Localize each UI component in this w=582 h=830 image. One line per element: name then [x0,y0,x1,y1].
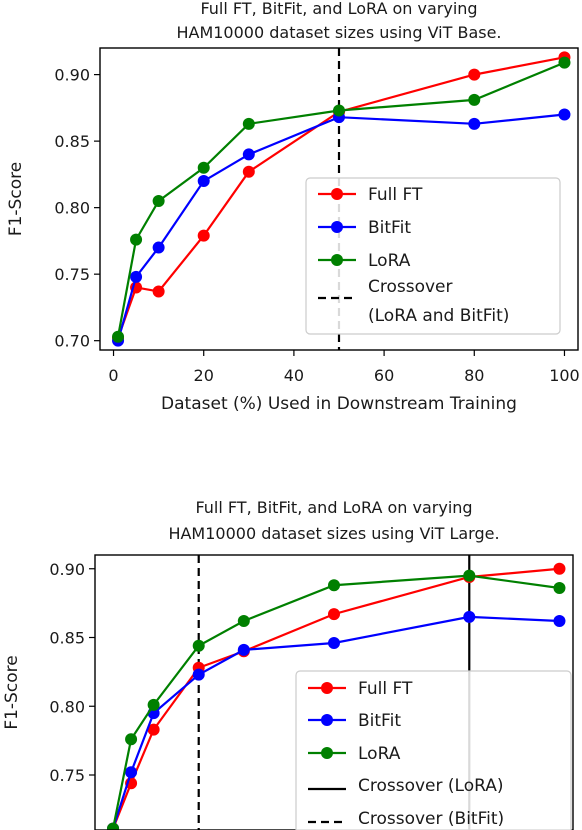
chart-1-series-full-ft-point [242,165,255,178]
chart-1-ytick-label: 0.85 [54,132,90,151]
chart-1-series-bitfit-point [130,270,143,283]
chart-2-legend-lora-marker [321,747,333,759]
chart-2-series-lora-point [463,569,476,582]
chart-1-series-full-ft-point [468,68,481,81]
chart-2-series-full-ft-point [553,562,566,575]
chart-2-legend-full-ft-marker [321,682,333,694]
chart-1-xtick-label: 60 [374,366,394,385]
chart-1-legend-bitfit-marker [331,221,343,233]
chart-1-legend: Full FT BitFit LoRA Crossover (LoRA and Bit… [305,177,561,335]
chart-1-legend-full-ft-marker [331,188,343,200]
chart-1-ytick-label: 0.75 [54,265,90,284]
chart-2-legend-crossover-2-label-1: Crossover (BitFit) [358,809,504,829]
chart-2-series-lora-point [553,582,566,594]
chart-2-legend-crossover-1-label-1: Crossover (LoRA) [358,776,504,796]
chart-1-series-lora-point [152,194,165,207]
chart-1-y-axis-label: F1-Score [6,162,26,236]
chart-2-series-bitfit-point [237,643,250,656]
chart-2-legend-box [295,670,572,830]
chart-1-legend-lora-marker [331,254,343,266]
chart-1-legend-box [305,177,561,335]
chart-1-series-bitfit-point [242,148,255,161]
chart-2-y-axis-label: F1-Score [2,655,22,729]
chart-1-xtick-label: 100 [549,366,580,385]
chart-2-series-lora-point [125,733,138,746]
chart-2-series-lora-point [192,639,205,652]
chart-2-series-lora-point [147,698,160,711]
chart-2-ytick-label: 0.75 [49,766,85,785]
chart-2-title-line-2: HAM10000 dataset sizes using ViT Large. [168,524,499,543]
chart-1-legend-crossover-1-label-2: (LoRA and BitFit) [368,306,509,326]
chart-2-plot-area [107,555,566,830]
chart-2-series-lora-point [328,579,340,592]
chart-1-series-bitfit-point [468,117,481,130]
chart-1-series-lora-point [333,104,345,117]
chart-2-ytick-label: 0.90 [49,560,85,579]
chart-1-series-bitfit-point [558,108,571,121]
chart-2-ytick-label: 0.80 [49,697,85,716]
chart-1-xtick-label: 0 [108,366,118,385]
chart-1-series-lora-line [116,61,565,337]
chart-2-series-lora-point [107,822,120,830]
chart-1-legend-full-ft-label: Full FT [368,185,423,205]
chart-1-ytick-label: 0.80 [54,199,90,218]
chart-2-series-full-ft-point [147,723,160,736]
chart-2-legend-bitfit-marker [321,714,333,726]
chart-2-legend: Full FT BitFit LoRA Crossover (LoRA) Crossov… [295,670,572,830]
chart-1-title-line-2: HAM10000 dataset sizes using ViT Base. [176,23,501,42]
chart-2-ytick-label: 0.85 [49,629,85,648]
chart-1-series-lora-point [242,117,255,130]
chart-2-series-bitfit-line [111,615,560,829]
chart-1-legend-bitfit-label: BitFit [368,218,411,238]
chart-2-legend-bitfit-label: BitFit [358,711,401,731]
chart-1: Full FT, BitFit, and LoRA on varying HAM1… [6,0,580,414]
chart-1-series-lora-point [468,93,481,106]
chart-2-series-bitfit-point [328,637,340,649]
chart-1-series-lora-point [130,233,143,246]
chart-1-series-bitfit-line [116,113,565,341]
chart-2-title-line-1: Full FT, BitFit, and LoRA on varying [195,498,472,517]
chart-1-series-full-ft-point [152,285,165,298]
chart-1-series-bitfit-point [152,241,165,254]
chart-2-series-bitfit-point [463,610,476,623]
chart-1-legend-crossover-1-label-1: Crossover [368,277,453,297]
chart-1-x-axis-label: Dataset (%) Used in Downstream Training [161,394,517,414]
chart-2-series-lora-line [111,574,560,829]
chart-2: Full FT, BitFit, and LoRA on varying HAM1… [2,498,574,830]
chart-1-series-lora-point [558,56,571,69]
chart-2-series-full-ft-point [328,608,340,621]
chart-1-xtick-label: 40 [284,366,304,385]
chart-2-series-bitfit-point [553,615,566,627]
chart-1-plot-area [112,48,571,350]
chart-2-legend-lora-label: LoRA [358,744,401,764]
chart-2-legend-full-ft-label: Full FT [358,679,413,699]
chart-1-series-bitfit-point [197,175,210,188]
chart-1-ytick-label: 0.90 [54,66,90,85]
chart-1-xtick-label: 20 [194,366,214,385]
chart-1-axes-frame [99,47,579,351]
chart-1-legend-lora-label: LoRA [368,251,411,271]
chart-2-series-bitfit-point [125,766,138,779]
chart-2-series-bitfit-point [192,668,205,681]
chart-2-axes-frame [94,554,574,830]
chart-1-ytick-label: 0.70 [54,332,90,351]
chart-1-xtick-label: 80 [464,366,484,385]
chart-2-series-lora-point [237,615,250,627]
chart-1-series-lora-point [112,330,125,343]
chart-1-series-lora-point [197,161,210,174]
chart-1-title-line-1: Full FT, BitFit, and LoRA on varying [200,0,477,18]
chart-1-series-full-ft-point [197,229,210,242]
